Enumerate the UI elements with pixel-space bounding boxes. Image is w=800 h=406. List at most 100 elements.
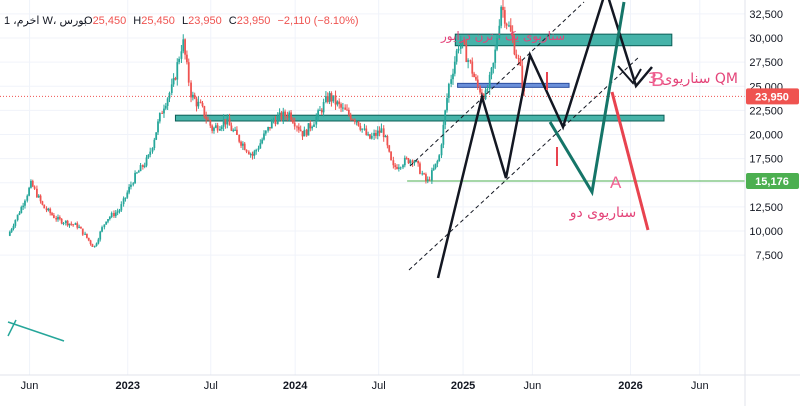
- candle-body: [264, 130, 267, 134]
- candle-body: [257, 148, 260, 150]
- candle-body: [174, 78, 177, 80]
- candle-body: [68, 223, 71, 226]
- candle-body: [251, 153, 254, 156]
- candle-body: [278, 112, 281, 117]
- candle-body: [91, 244, 94, 247]
- candle-body: [336, 101, 339, 105]
- candle-body: [471, 61, 474, 74]
- candle-body: [361, 128, 364, 130]
- candle-body: [41, 201, 44, 205]
- candle-body: [232, 130, 235, 132]
- candle-body: [187, 62, 190, 83]
- candle-body: [74, 223, 77, 225]
- candle-body: [344, 107, 347, 110]
- candle-body: [357, 121, 360, 126]
- candle-body: [105, 221, 108, 225]
- candle-body: [261, 139, 264, 144]
- price-tick-label: 10,000: [749, 226, 783, 238]
- candle-body: [340, 104, 342, 108]
- candle-body: [157, 121, 159, 133]
- wedge-line-lower: [7, 321, 65, 342]
- candle-body: [369, 134, 371, 139]
- candle-body: [492, 62, 495, 68]
- candle-body: [467, 60, 470, 62]
- candle-body: [338, 101, 341, 105]
- candle-body: [399, 167, 402, 169]
- candle-body: [155, 132, 158, 140]
- candle-body: [263, 133, 265, 140]
- candle-body: [203, 106, 206, 117]
- candle-body: [330, 93, 333, 102]
- candle-body: [390, 151, 392, 161]
- candle-body: [484, 90, 487, 100]
- candle-body: [436, 161, 439, 164]
- candle-body: [178, 58, 181, 63]
- open-label: O: [84, 15, 93, 27]
- candle-body: [134, 172, 136, 184]
- candle-body: [450, 79, 453, 84]
- candle-body: [432, 168, 435, 171]
- support-badge: [746, 173, 799, 190]
- candle-body: [403, 157, 406, 166]
- candle-body: [325, 96, 327, 103]
- candle-body: [469, 60, 472, 62]
- candle-body: [376, 130, 379, 136]
- candle-body: [10, 228, 13, 232]
- scenario-three-label: سناریوی 3 QM: [648, 71, 738, 87]
- candle-body: [247, 151, 250, 155]
- channel-upper: [409, 1, 585, 167]
- candle-body: [99, 231, 102, 240]
- time-tick-label: Jul: [204, 380, 218, 392]
- candle-body: [214, 125, 217, 128]
- candle-body: [267, 127, 270, 131]
- candle-body: [28, 187, 31, 196]
- candle-body: [297, 126, 300, 130]
- candle-body: [513, 38, 516, 55]
- candle-body: [113, 213, 115, 217]
- candle-body: [33, 186, 36, 189]
- candle-body: [475, 77, 477, 80]
- candle-body: [72, 224, 75, 226]
- ohlc-values: O25,450 H25,450 L23,950 C23,950 −2,110 (…: [84, 15, 359, 27]
- resistance-zone: [454, 33, 673, 47]
- candle-body: [511, 31, 514, 39]
- candle-body: [143, 165, 146, 167]
- time-axis-panel: [0, 375, 800, 406]
- candle-body: [341, 107, 344, 109]
- candle-body: [30, 180, 32, 188]
- candle-body: [222, 119, 225, 127]
- candle-body: [384, 136, 387, 138]
- candle-body: [473, 73, 475, 78]
- candle-body: [31, 180, 34, 187]
- price-tick-label: 22,500: [749, 105, 783, 117]
- candle-body: [411, 160, 414, 164]
- candle-body: [145, 157, 148, 166]
- candle-body: [22, 205, 25, 208]
- scenario-one-label: سناریوی یک : ترن درایور: [440, 29, 565, 44]
- candle-body: [396, 167, 398, 169]
- candle-body: [191, 94, 194, 98]
- candle-body: [243, 143, 246, 150]
- candle-body: [490, 67, 493, 75]
- price-axis-panel: [745, 0, 800, 406]
- candle-body: [87, 237, 90, 241]
- candle-body: [89, 240, 92, 245]
- time-tick-label: 2025: [451, 380, 475, 392]
- candle-body: [110, 213, 113, 217]
- time-tick-label: Jun: [523, 380, 541, 392]
- support-badge-label: 15,176: [755, 176, 789, 188]
- candle-body: [230, 125, 233, 131]
- candle-body: [322, 102, 325, 113]
- candle-body: [176, 62, 179, 80]
- candle-body: [76, 223, 79, 228]
- candle-body: [45, 208, 48, 211]
- candle-body: [457, 48, 460, 51]
- candle-body: [421, 173, 424, 175]
- scenario-one-tail: [607, 0, 653, 89]
- support-zone: [174, 114, 665, 122]
- price-tick-label: 30,000: [749, 33, 783, 45]
- candle-body: [166, 98, 169, 106]
- candle-body: [440, 144, 443, 156]
- close-label: C: [229, 15, 237, 27]
